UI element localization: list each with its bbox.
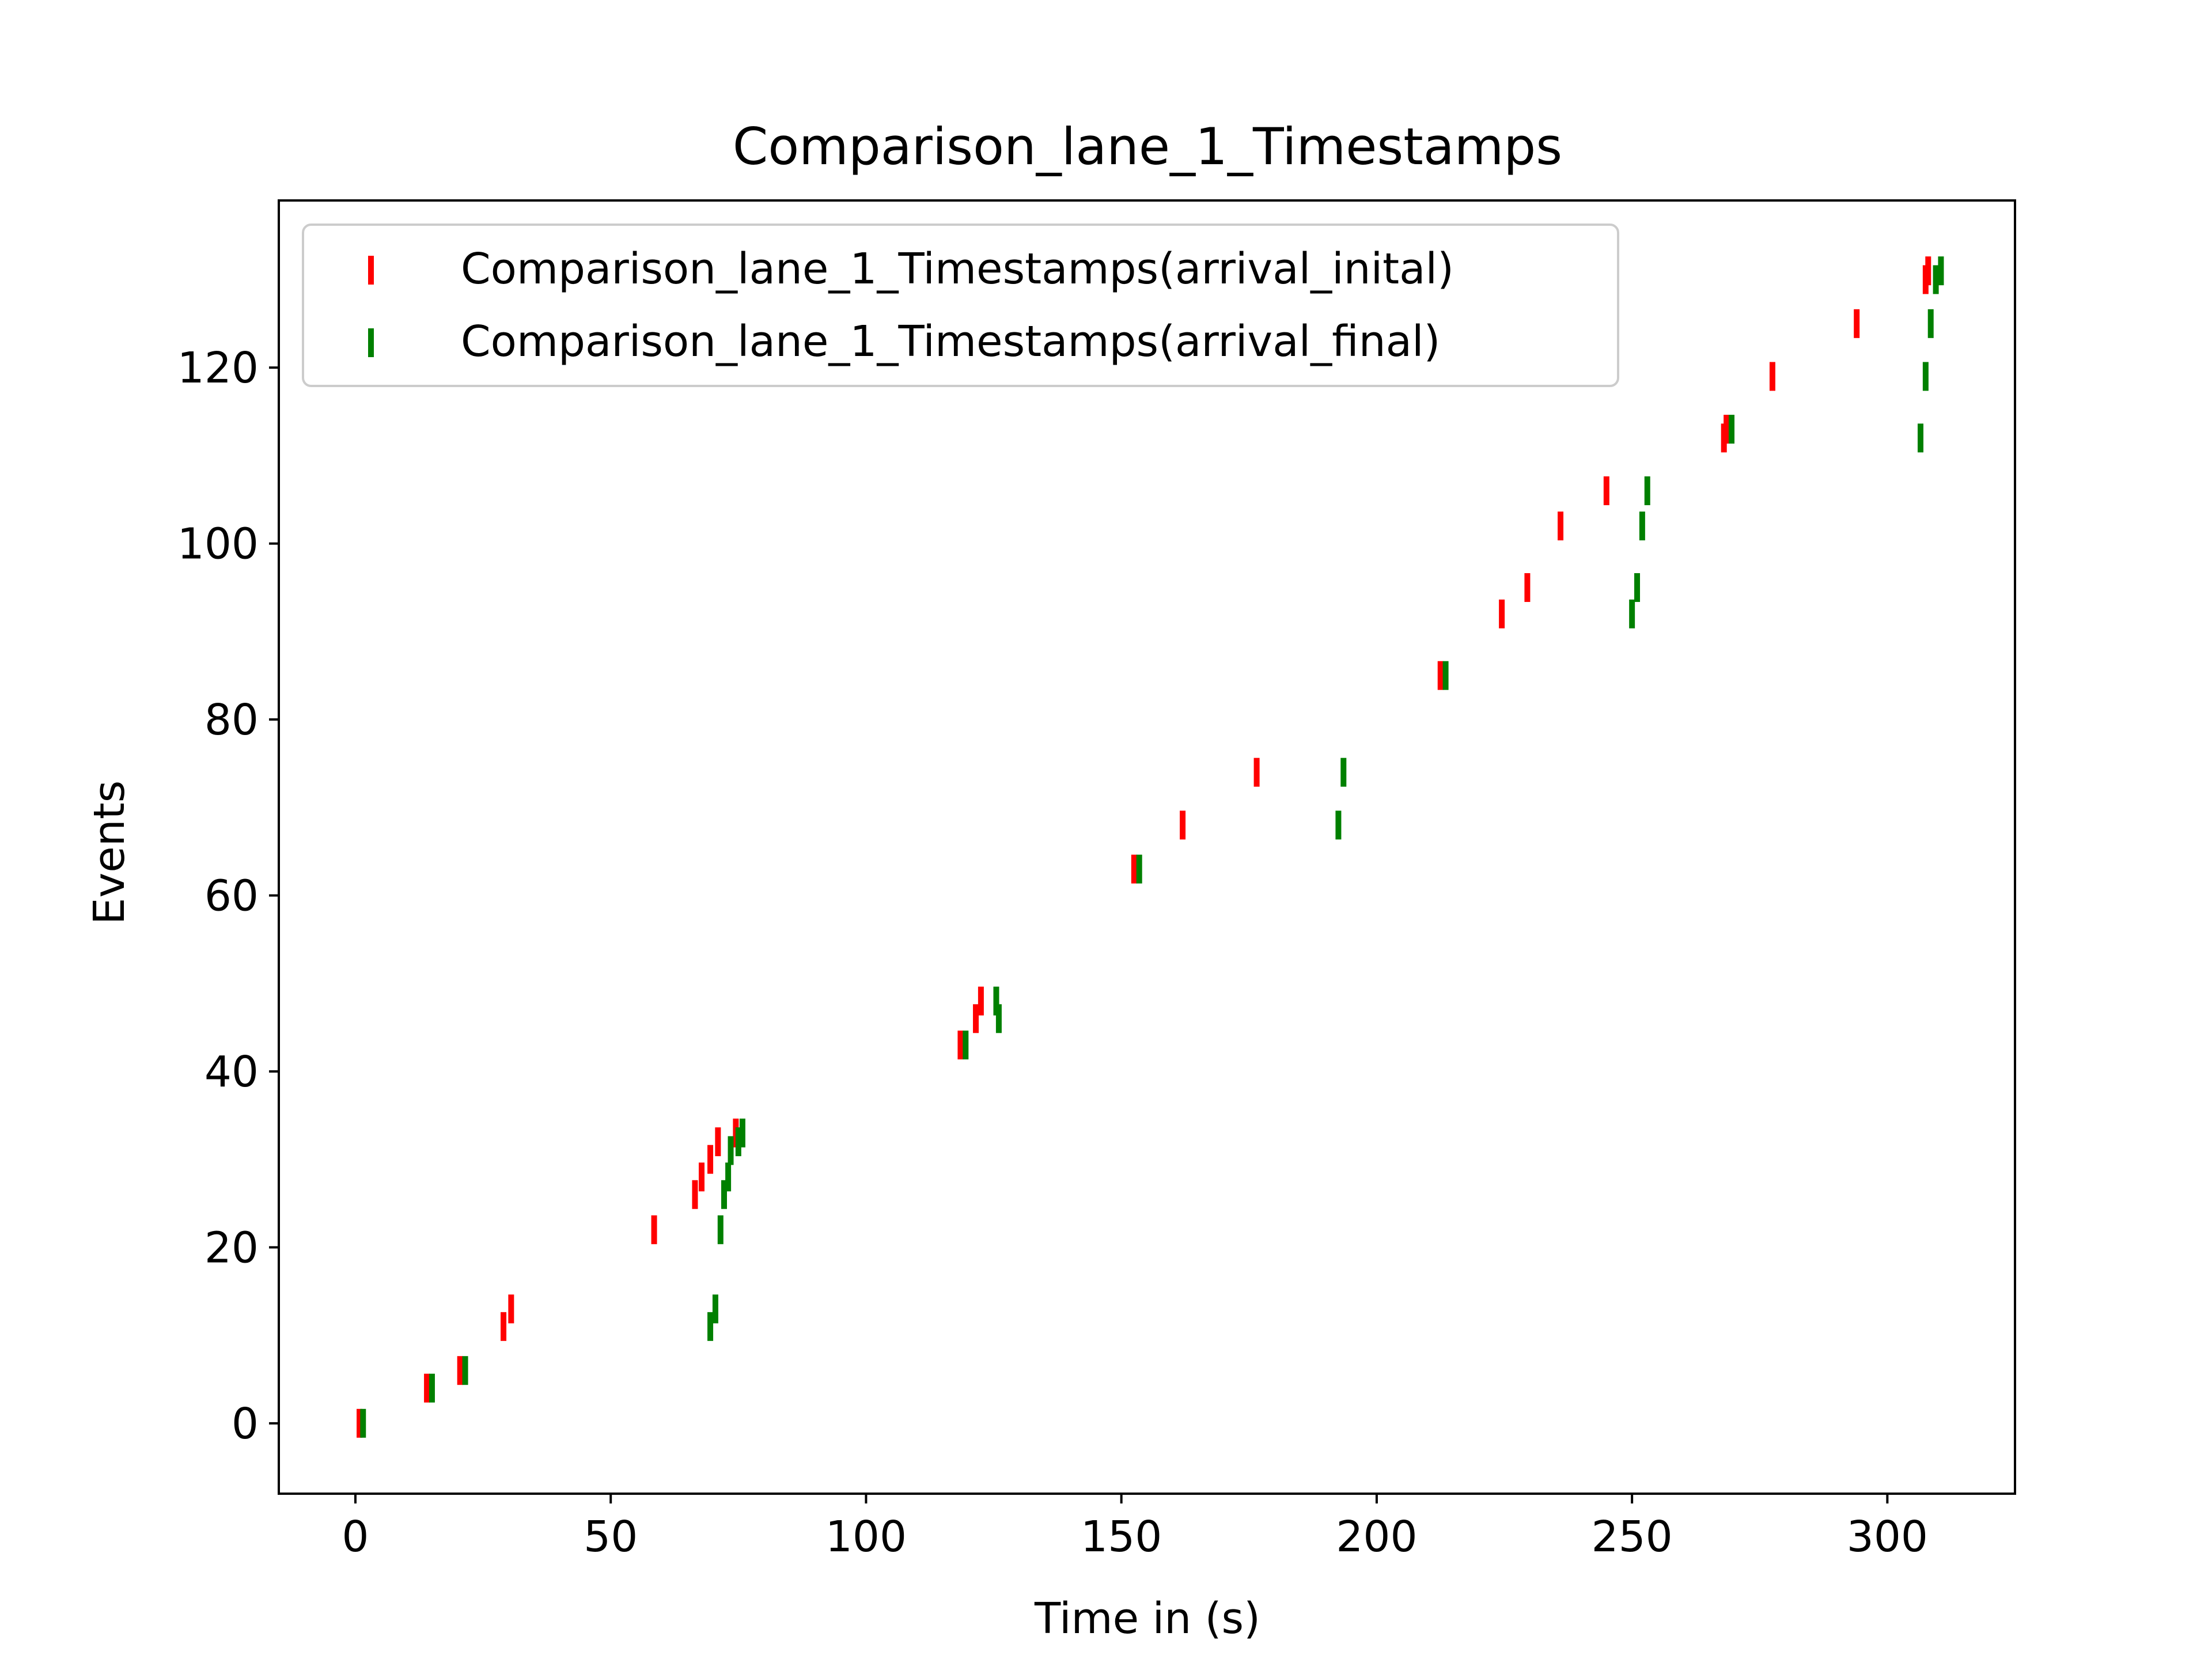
x-tick-label: 50 <box>584 1512 638 1562</box>
x-tick-label: 150 <box>1081 1512 1162 1562</box>
legend-box <box>302 224 1619 387</box>
data-point <box>1437 661 1444 690</box>
series-arrival-inital <box>357 256 1931 1438</box>
y-tick-label: 100 <box>177 520 259 569</box>
data-point <box>739 1118 745 1147</box>
y-tick-label: 120 <box>177 343 259 393</box>
y-tick-label: 80 <box>204 695 259 745</box>
data-point <box>978 986 984 1016</box>
data-point <box>1724 415 1730 444</box>
data-point <box>1180 810 1186 840</box>
x-tick-label: 300 <box>1847 1512 1928 1562</box>
legend-marker-arrival-inital <box>368 256 374 285</box>
data-point <box>707 1145 714 1174</box>
data-point <box>1644 476 1650 505</box>
data-point <box>1253 757 1260 787</box>
data-point <box>1922 362 1929 391</box>
x-tick-label: 0 <box>342 1512 369 1562</box>
chart-title: Comparison_lane_1_Timestamps <box>733 117 1562 176</box>
data-point <box>715 1127 721 1157</box>
data-point <box>735 1127 741 1157</box>
data-point <box>462 1356 468 1385</box>
data-point <box>501 1312 507 1341</box>
data-point <box>725 1162 732 1192</box>
data-point <box>995 1004 1002 1033</box>
x-tick-label: 250 <box>1592 1512 1673 1562</box>
y-axis: 0 20 40 60 80 100 120 <box>177 343 279 1449</box>
data-point <box>1442 661 1449 690</box>
data-point <box>1938 256 1944 286</box>
data-point <box>717 1215 724 1244</box>
legend-label-arrival-inital: Comparison_lane_1_Timestamps(arrival_ini… <box>461 244 1454 294</box>
x-axis-label: Time in (s) <box>1034 1594 1260 1643</box>
data-point <box>721 1180 728 1209</box>
data-point <box>1634 573 1641 602</box>
data-point <box>651 1215 657 1244</box>
data-point <box>429 1373 435 1403</box>
plot-area <box>357 256 1944 1438</box>
data-point <box>1499 599 1505 628</box>
data-point <box>424 1373 430 1403</box>
data-point <box>457 1356 463 1385</box>
axes-frame <box>278 199 2016 1495</box>
data-point <box>1854 309 1860 338</box>
data-point <box>1136 854 1142 884</box>
series-arrival-final <box>360 256 1944 1438</box>
data-point <box>357 1408 363 1438</box>
y-axis-label: Events <box>85 781 134 925</box>
data-point <box>973 1004 979 1033</box>
data-point <box>1639 512 1645 541</box>
data-point <box>993 986 999 1016</box>
y-tick-label: 20 <box>204 1223 259 1272</box>
y-tick-label: 60 <box>204 871 259 921</box>
data-point <box>963 1031 969 1060</box>
data-point <box>1925 256 1931 286</box>
data-point <box>698 1162 704 1192</box>
x-axis: 0 50 100 150 200 250 300 <box>342 1494 1928 1562</box>
y-tick-label: 40 <box>204 1047 259 1097</box>
data-point <box>1524 573 1531 602</box>
data-point <box>1603 476 1609 505</box>
data-point <box>1769 362 1775 391</box>
data-point <box>1918 423 1924 453</box>
data-point <box>692 1180 698 1209</box>
data-point <box>957 1031 964 1060</box>
data-point <box>707 1312 714 1341</box>
legend-label-arrival-final: Comparison_lane_1_Timestamps(arrival_fin… <box>461 317 1440 366</box>
data-point <box>1629 599 1635 628</box>
data-point <box>712 1294 718 1324</box>
data-point <box>1558 512 1564 541</box>
data-point <box>508 1294 514 1324</box>
legend-marker-arrival-final <box>368 328 374 357</box>
x-tick-label: 100 <box>825 1512 907 1562</box>
data-point <box>1729 415 1735 444</box>
data-point <box>1131 854 1137 884</box>
data-point <box>1927 309 1934 338</box>
x-tick-label: 200 <box>1336 1512 1417 1562</box>
y-tick-label: 0 <box>232 1399 259 1449</box>
data-point <box>728 1136 734 1165</box>
data-point <box>1340 757 1347 787</box>
data-point <box>360 1408 366 1438</box>
data-point <box>1335 810 1342 840</box>
legend: Comparison_lane_1_Timestamps(arrival_ini… <box>302 224 1619 387</box>
data-point <box>1933 265 1939 294</box>
